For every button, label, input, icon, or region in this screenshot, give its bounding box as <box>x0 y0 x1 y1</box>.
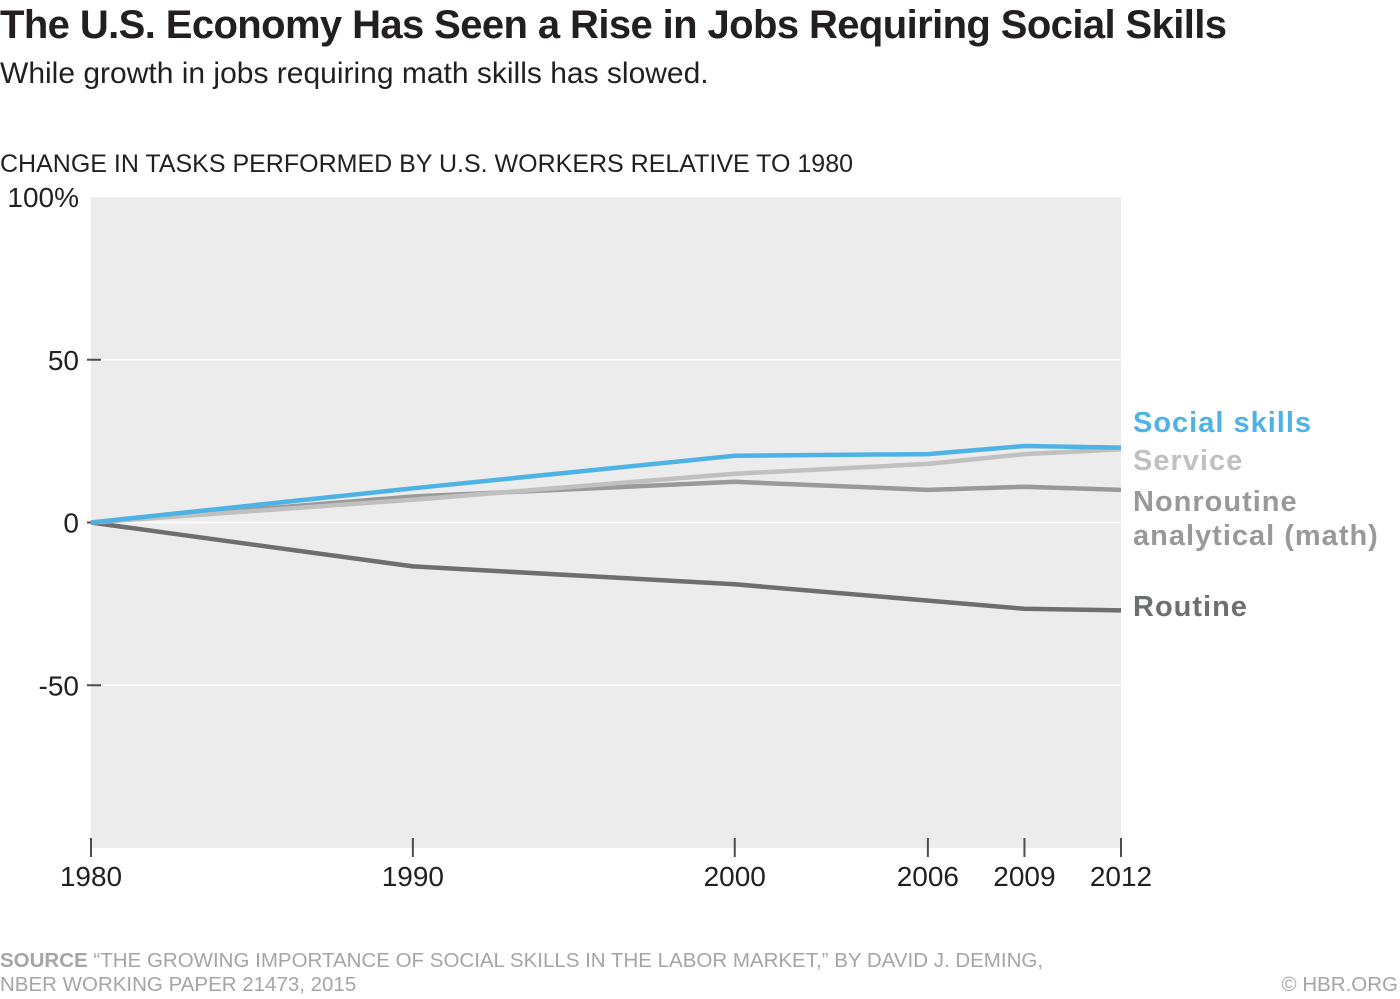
y-tick-label: 0 <box>63 508 79 539</box>
x-tick-label: 1990 <box>382 861 444 892</box>
series-label-service: Service <box>1133 445 1244 477</box>
page-title: The U.S. Economy Has Seen a Rise in Jobs… <box>0 3 1227 47</box>
series-line-service <box>90 447 1122 525</box>
series-line-routine <box>90 520 1122 613</box>
source-label: SOURCE <box>0 949 88 972</box>
series-label-social-skills: Social skills <box>1133 407 1313 439</box>
x-tick-label: 2000 <box>704 861 766 892</box>
source-note: SOURCE “THE GROWING IMPORTANCE OF SOCIAL… <box>0 949 1043 997</box>
series-line-social-skills <box>90 443 1122 525</box>
source-text: “THE GROWING IMPORTANCE OF SOCIAL SKILLS… <box>93 949 1044 972</box>
source-line-2: NBER WORKING PAPER 21473, 2015 <box>0 973 357 996</box>
series-label-routine: Routine <box>1133 591 1248 623</box>
page-subtitle: While growth in jobs requiring math skil… <box>0 57 709 90</box>
x-tick-label: 2012 <box>1090 861 1152 892</box>
copyright-credit: © HBR.ORG <box>1281 973 1398 996</box>
x-tick-label: 2006 <box>897 861 959 892</box>
x-tick-label: 1980 <box>60 861 122 892</box>
series-line-nonroutine-analytical-math <box>90 479 1122 525</box>
y-tick-label: -50 <box>39 670 79 701</box>
y-tick-label: 50 <box>48 345 79 376</box>
series-label-nonroutine-analytical-math: Nonroutine analytical (math) <box>1133 486 1379 552</box>
chart-title: CHANGE IN TASKS PERFORMED BY U.S. WORKER… <box>0 150 854 178</box>
source-line-1: SOURCE “THE GROWING IMPORTANCE OF SOCIAL… <box>0 949 1043 973</box>
y-tick-label: 100% <box>7 182 79 213</box>
x-tick-label: 2009 <box>993 861 1055 892</box>
